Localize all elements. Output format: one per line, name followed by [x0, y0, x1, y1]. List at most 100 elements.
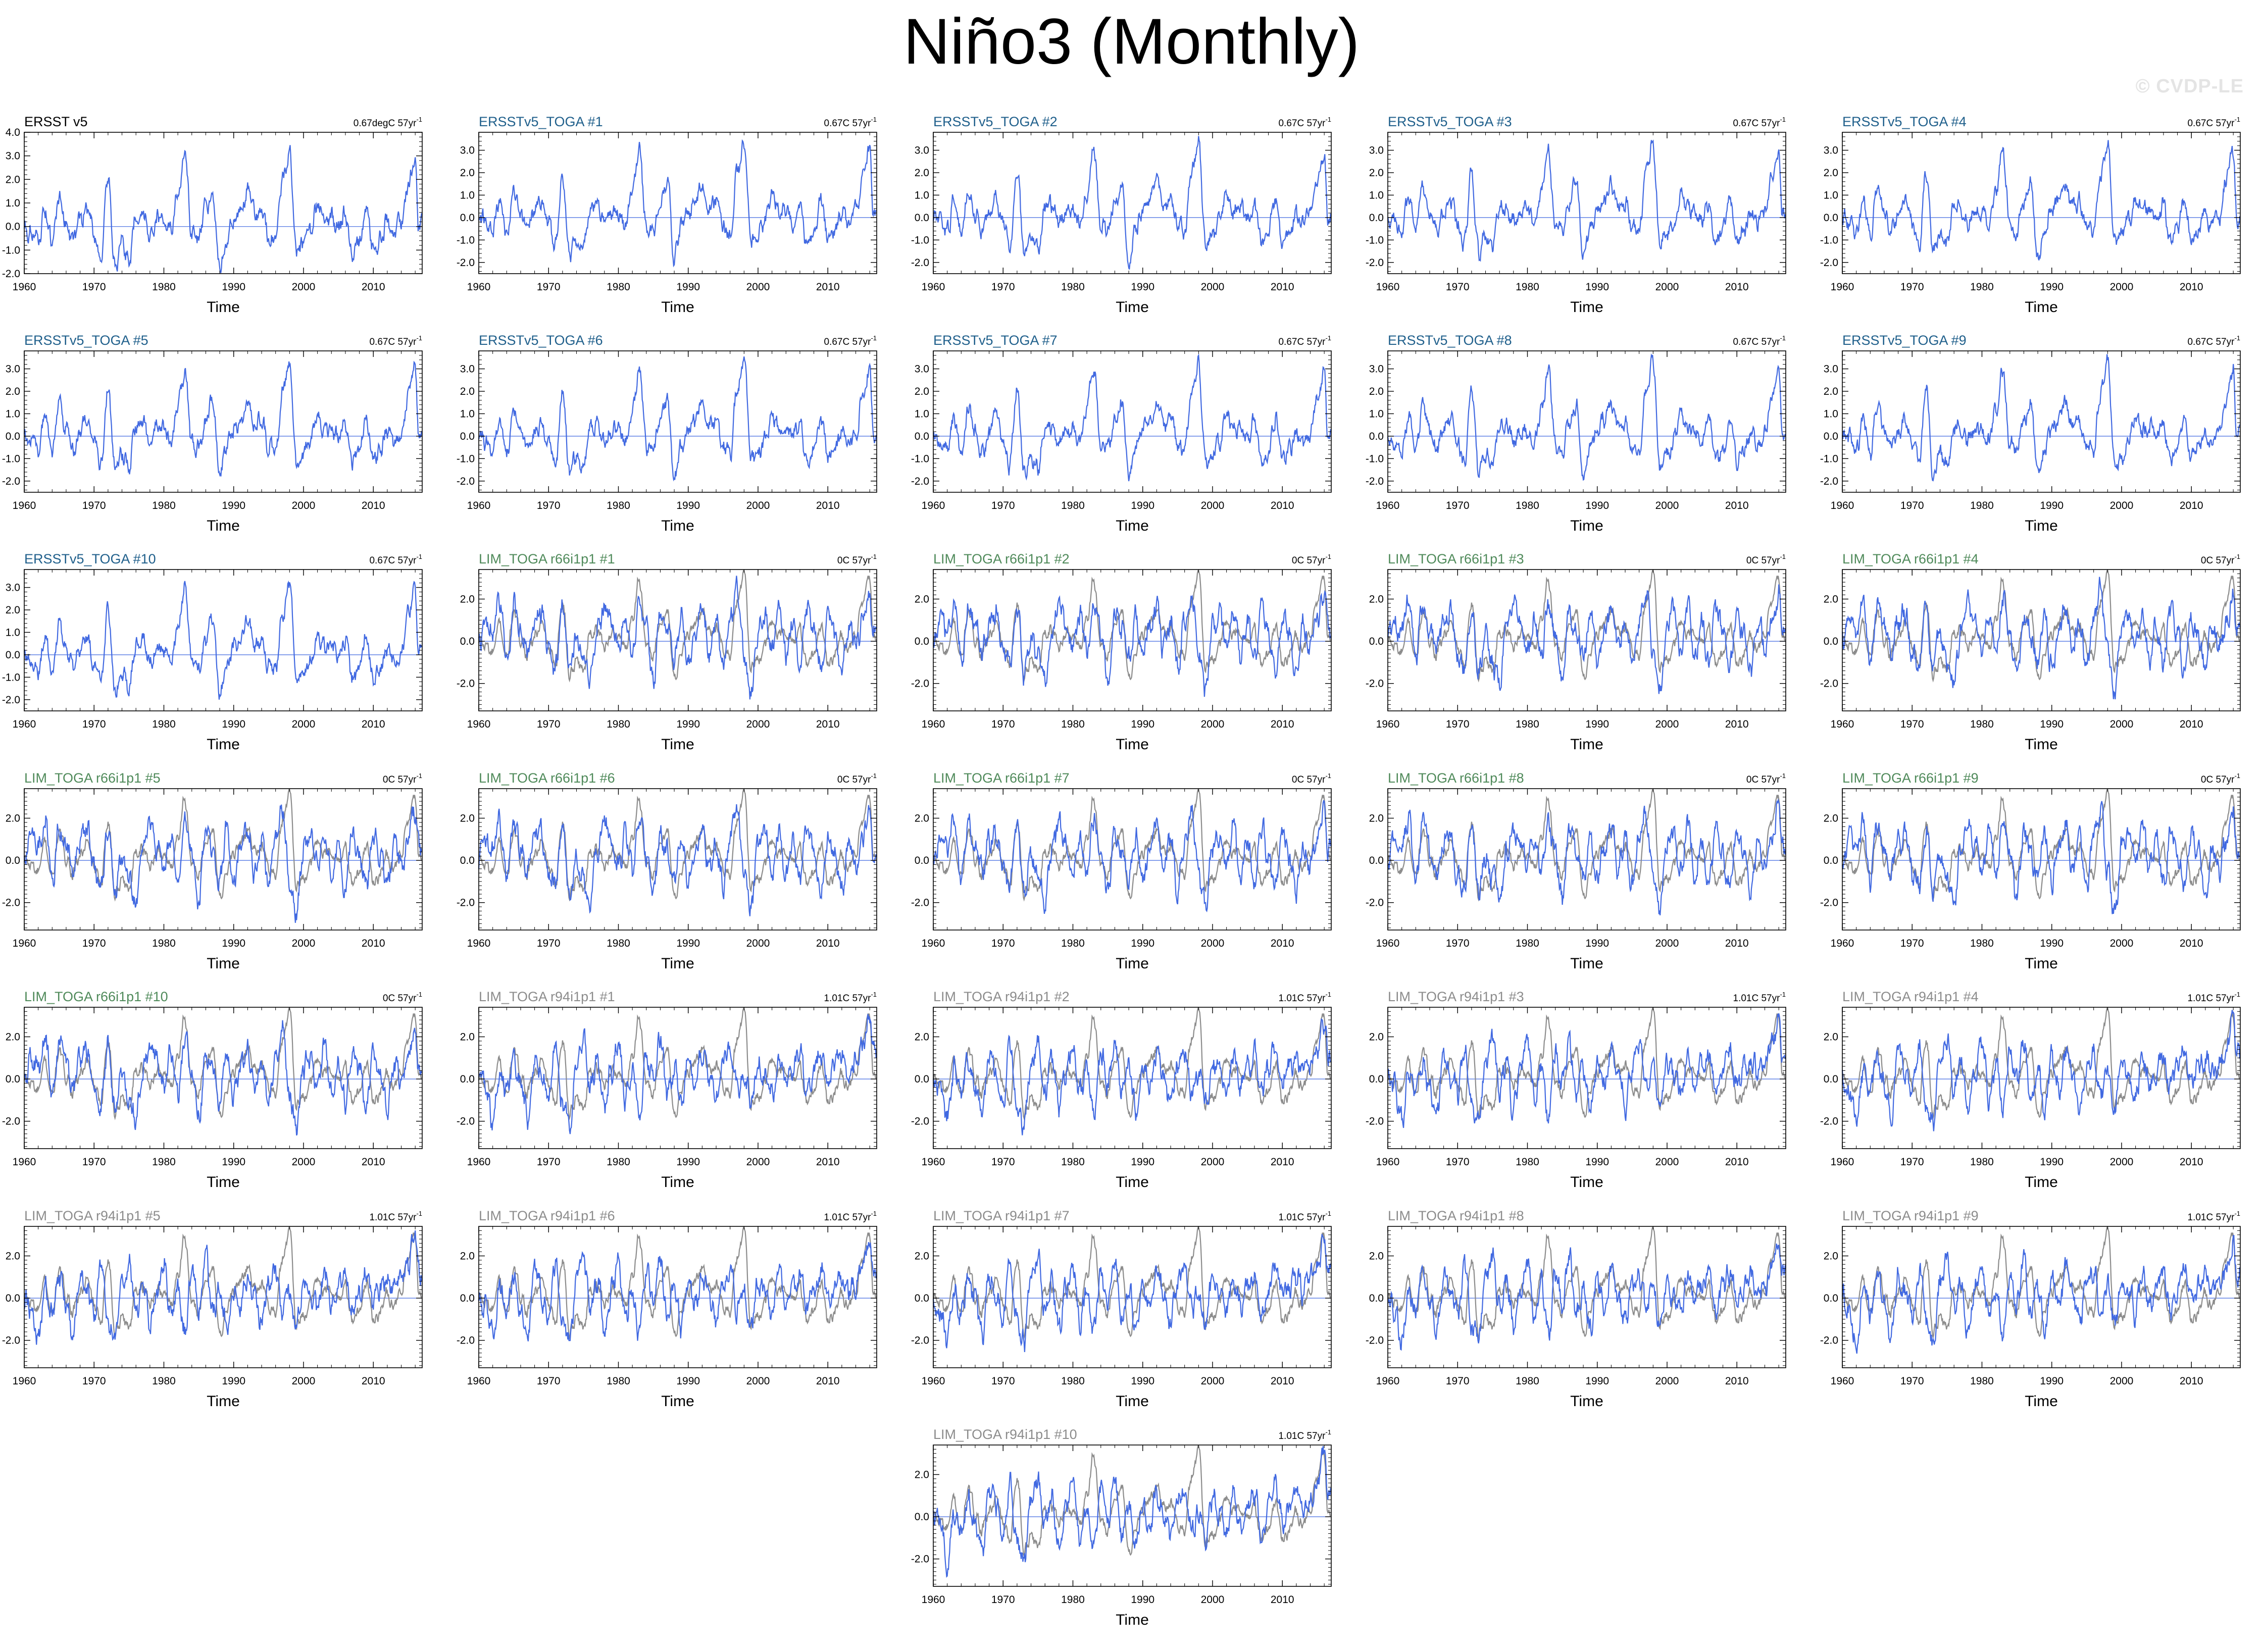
plot-frame	[478, 1226, 877, 1368]
panel-trend-label: 1.01C 57yr-1	[824, 991, 877, 1004]
x-tick-label: 1960	[13, 938, 36, 949]
panel-title: ERSSTv5_TOGA #5	[24, 333, 148, 348]
y-tick-label: 1.0	[915, 408, 929, 420]
x-tick-label: 1990	[1585, 281, 1609, 293]
x-tick-label: 2010	[816, 281, 840, 293]
x-tick-label: 1990	[222, 281, 245, 293]
plot-frame	[1842, 132, 2241, 274]
panel-trend-label: 0C 57yr-1	[1292, 772, 1331, 785]
reference-series-line	[932, 570, 1331, 683]
x-tick-label: 2000	[292, 718, 316, 730]
series-line	[1841, 140, 2240, 261]
x-axis-label: Time	[661, 1174, 694, 1191]
x-tick-label: 2000	[1655, 938, 1679, 949]
panel-title: ERSSTv5_TOGA #8	[1388, 333, 1512, 348]
y-tick-label: -2.0	[1366, 476, 1384, 487]
panel-trend-label: 0.67degC 57yr-1	[354, 116, 422, 129]
x-tick-label: 1970	[991, 500, 1015, 511]
x-tick-label: 2000	[1655, 500, 1679, 511]
x-axis-label: Time	[2025, 1174, 2058, 1191]
y-tick-label: 2.0	[460, 1251, 475, 1262]
y-tick-label: -1.0	[911, 234, 929, 246]
x-axis-label: Time	[661, 518, 694, 534]
x-tick-label: 1990	[1585, 500, 1609, 511]
x-tick-label: 1970	[82, 938, 106, 949]
x-tick-label: 1980	[1970, 1375, 1994, 1387]
plot-frame	[1842, 350, 2241, 493]
y-tick-label: 0.0	[915, 212, 929, 224]
chart-panel: ERSSTv5_TOGA #2 0.67C 57yr-1 3.0 2.0 1.0 0.0 -…	[911, 114, 1332, 316]
x-tick-label: 1990	[222, 938, 245, 949]
panel-title: LIM_TOGA r66i1p1 #7	[933, 770, 1070, 786]
plot-frame	[933, 132, 1332, 274]
x-tick-label: 1960	[13, 718, 36, 730]
x-tick-label: 2010	[1725, 938, 1749, 949]
y-tick-label: 0.0	[1824, 1073, 1838, 1085]
chart-panel: ERSST v5 0.67degC 57yr-1 4.0 3.0 2.0 1.0 0.0 -1…	[2, 114, 423, 316]
x-tick-label: 1970	[537, 1375, 561, 1387]
page-title: Niño3 (Monthly)	[903, 6, 1360, 78]
x-tick-label: 1980	[152, 1375, 176, 1387]
x-axis-label: Time	[2025, 955, 2058, 972]
x-tick-label: 1980	[1970, 281, 1994, 293]
x-tick-label: 1980	[152, 281, 176, 293]
y-tick-label: -2.0	[457, 476, 475, 487]
x-tick-label: 2000	[292, 500, 316, 511]
x-axis-label: Time	[1570, 518, 1603, 534]
chart-panel: ERSSTv5_TOGA #7 0.67C 57yr-1 3.0 2.0 1.0 0.0 -…	[911, 333, 1332, 534]
y-tick-label: 3.0	[6, 582, 20, 594]
y-tick-label: 3.0	[915, 145, 929, 157]
x-tick-label: 1980	[607, 500, 630, 511]
y-tick-label: 2.0	[915, 594, 929, 605]
reference-series-line	[1387, 1008, 1786, 1120]
y-tick-label: -1.0	[2, 244, 20, 256]
y-tick-label: 2.0	[1369, 1251, 1384, 1262]
panel-title: ERSSTv5_TOGA #10	[24, 551, 156, 566]
reference-series-line	[932, 789, 1331, 902]
y-tick-label: -2.0	[911, 897, 929, 909]
y-tick-label: -2.0	[1820, 678, 1838, 690]
y-tick-label: 2.0	[1369, 1031, 1384, 1043]
y-tick-label: 0.0	[6, 649, 20, 661]
x-tick-label: 2010	[362, 500, 385, 511]
chart-panel: LIM_TOGA r66i1p1 #1 0C 57yr-1 2.0 0.0 -2.0 19…	[457, 551, 877, 753]
series-line	[1841, 1234, 2240, 1354]
x-tick-label: 2000	[1201, 718, 1225, 730]
panel-title: LIM_TOGA r66i1p1 #1	[479, 551, 615, 566]
y-tick-label: -2.0	[1366, 257, 1384, 269]
chart-panel: LIM_TOGA r94i1p1 #8 2.0 0.0 -2.0 1960 1970 198…	[1366, 1208, 1786, 1410]
panel-trend-label: 1.01C 57yr-1	[1733, 991, 1786, 1004]
x-tick-label: 1980	[1516, 1375, 1539, 1387]
x-tick-label: 1990	[1131, 1594, 1154, 1606]
series-line	[1387, 353, 1786, 481]
x-axis-label: Time	[207, 1174, 240, 1191]
x-tick-label: 1980	[1970, 938, 1994, 949]
watermark-text: © CVDP-LE	[2135, 76, 2244, 97]
chart-panel: LIM_TOGA r66i1p1 #5 0C 57yr-1 2.0 0.0 -2.0 19…	[2, 770, 423, 972]
panel-trend-label: 0.67C 57yr-1	[1278, 116, 1331, 129]
series-line	[23, 580, 422, 700]
plot-frame	[1842, 788, 2241, 931]
plot-frame	[933, 1226, 1332, 1368]
plot-frame	[933, 569, 1332, 711]
x-tick-label: 1990	[676, 1156, 700, 1168]
y-tick-label: 2.0	[915, 1469, 929, 1481]
x-tick-label: 2010	[2180, 1375, 2203, 1387]
x-tick-label: 1980	[1516, 500, 1539, 511]
series-line	[1387, 139, 1786, 262]
x-axis-label: Time	[1570, 1174, 1603, 1191]
plot-frame	[24, 350, 423, 493]
y-tick-label: -1.0	[2, 672, 20, 683]
chart-panel: LIM_TOGA r94i1p1 #9 1.01C 57yr-1 2.0 0.0 -2.…	[1820, 1208, 2241, 1410]
y-tick-label: 2.0	[1824, 813, 1838, 824]
x-tick-label: 1970	[1446, 718, 1470, 730]
x-axis-label: Time	[1570, 955, 1603, 972]
x-tick-label: 2000	[1201, 938, 1225, 949]
y-tick-label: 3.0	[1824, 145, 1838, 157]
x-tick-label: 2000	[746, 500, 770, 511]
x-tick-label: 1960	[1831, 500, 1854, 511]
x-tick-label: 1960	[13, 281, 36, 293]
panel-title: ERSSTv5_TOGA #2	[933, 114, 1058, 129]
series-line	[23, 1230, 422, 1345]
chart-panel: LIM_TOGA r94i1p1 #7 1.01C 57yr-1 2.0 0.0 -2.…	[911, 1208, 1332, 1410]
